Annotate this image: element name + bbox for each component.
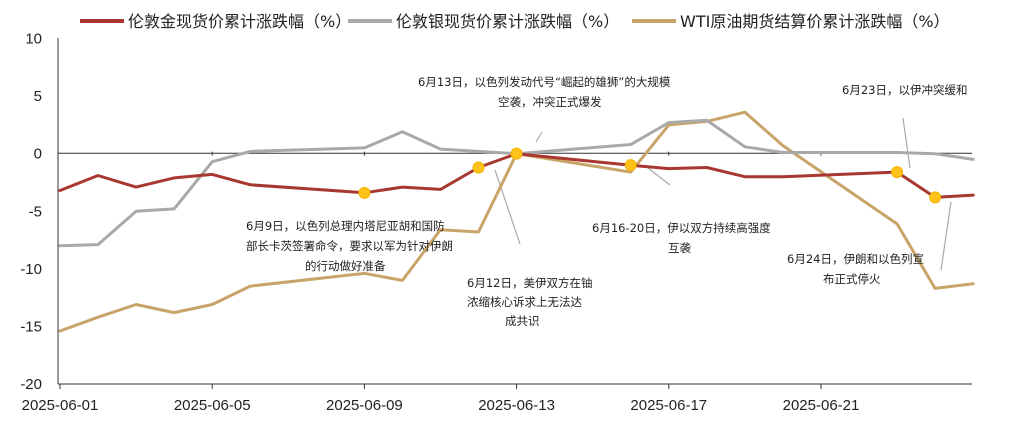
y-tick-label: -10 xyxy=(20,261,42,278)
annotation-jun9-line1: 6月9日，以色列总理内塔尼亚胡和国防 xyxy=(246,219,445,233)
annotation-jun16-20: 6月16-20日，伊以双方持续高强度 互袭 xyxy=(592,221,774,255)
annotation-jun9-line3: 的行动做好准备 xyxy=(305,259,386,273)
x-tick-label: 2025-06-05 xyxy=(174,397,251,414)
leader-line-jun23 xyxy=(902,117,911,169)
x-tick-labels: 2025-06-01 2025-06-05 2025-06-09 2025-06-13… xyxy=(22,384,860,414)
annotation-jun16-20-line1: 6月16-20日，伊以双方持续高强度 xyxy=(592,221,771,235)
annotation-jun13-line2: 空袭，冲突正式爆发 xyxy=(498,95,602,109)
event-marker xyxy=(891,166,904,179)
event-markers xyxy=(358,147,942,204)
x-tick-label: 2025-06-09 xyxy=(326,397,403,414)
annotation-jun13-line1: 6月13日，以色列发动代号“崛起的雄狮”的大规模 xyxy=(418,75,671,89)
event-marker xyxy=(624,159,637,172)
wti-series-line xyxy=(58,110,975,333)
y-tick-label: -5 xyxy=(29,203,42,220)
event-marker xyxy=(929,191,942,204)
annotation-jun24-line1: 6月24日，伊朗和以色列宣 xyxy=(787,252,924,266)
legend-label-wti: WTI原油期货结算价累计涨跌幅（%） xyxy=(680,12,950,31)
legend: 伦敦金现货价累计涨跌幅（%） 伦敦银现货价累计涨跌幅（%） WTI原油期货结算价… xyxy=(80,12,950,31)
x-tick-label: 2025-06-13 xyxy=(478,397,555,414)
leader-line-jun12 xyxy=(494,169,521,245)
x-tick-label: 2025-06-01 xyxy=(22,397,99,414)
annotation-jun23-line1: 6月23日，以伊冲突缓和 xyxy=(842,83,967,97)
annotation-jun9: 6月9日，以色列总理内塔尼亚胡和国防 部长卡茨签署命令，要求以军为针对伊朗 的行… xyxy=(246,219,457,273)
annotation-jun24-line2: 布正式停火 xyxy=(823,272,881,286)
annotation-jun12: 6月12日，美伊双方在铀 浓缩核心诉求上无法达 成共识 xyxy=(467,276,596,328)
event-marker xyxy=(472,161,485,174)
annotation-jun12-line2: 浓缩核心诉求上无法达 xyxy=(467,295,582,309)
leader-line-jun24 xyxy=(940,201,952,271)
annotation-jun24: 6月24日，伊朗和以色列宣 布正式停火 xyxy=(787,252,928,286)
annotations: 6月13日，以色列发动代号“崛起的雄狮”的大规模 空袭，冲突正式爆发 6月23日… xyxy=(246,75,967,328)
annotation-jun12-line1: 6月12日，美伊双方在铀 xyxy=(467,276,592,290)
event-marker xyxy=(358,186,371,199)
y-tick-labels: 10 5 0 -5 -10 -15 -20 xyxy=(20,31,822,393)
annotation-leader-lines xyxy=(494,117,952,271)
y-axis: 10 5 0 -5 -10 -15 -20 xyxy=(20,31,822,393)
y-tick-label: -15 xyxy=(20,318,42,335)
x-tick-label: 2025-06-21 xyxy=(783,397,860,414)
event-marker xyxy=(510,147,523,160)
y-tick-label: -20 xyxy=(20,376,42,393)
y-tick-label: 5 xyxy=(34,88,42,105)
x-axis: 2025-06-01 2025-06-05 2025-06-09 2025-06-13… xyxy=(22,152,972,414)
gold-series-line xyxy=(58,152,975,199)
x-tick-label: 2025-06-17 xyxy=(630,397,707,414)
legend-label-gold: 伦敦金现货价累计涨跌幅（%） xyxy=(128,12,351,31)
annotation-jun12-line3: 成共识 xyxy=(505,314,540,328)
leader-line-jun13 xyxy=(535,131,543,143)
annotation-jun9-line2: 部长卡茨签署命令，要求以军为针对伊朗 xyxy=(246,239,453,253)
silver-series-line xyxy=(58,118,975,248)
leader-line-jun16 xyxy=(647,167,671,186)
legend-label-silver: 伦敦银现货价累计涨跌幅（%） xyxy=(396,12,619,31)
y-tick-label: 0 xyxy=(34,146,42,163)
annotation-jun23: 6月23日，以伊冲突缓和 xyxy=(842,83,967,97)
y-tick-label: 10 xyxy=(25,31,42,48)
annotation-jun16-20-line2: 互袭 xyxy=(668,241,691,255)
annotation-jun13: 6月13日，以色列发动代号“崛起的雄狮”的大规模 空袭，冲突正式爆发 xyxy=(418,75,674,109)
